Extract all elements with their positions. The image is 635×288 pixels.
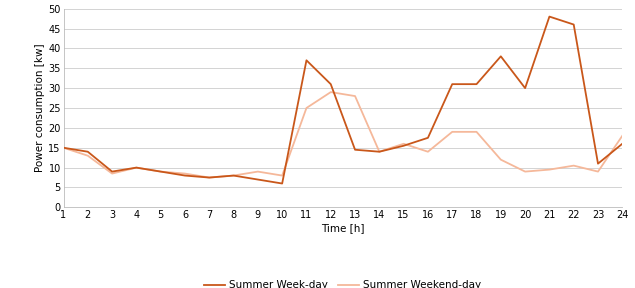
X-axis label: Time [h]: Time [h] (321, 223, 364, 233)
Y-axis label: Power consumption [kw]: Power consumption [kw] (36, 44, 46, 172)
Legend: Summer Week-day, Summer Weekend-day: Summer Week-day, Summer Weekend-day (200, 276, 486, 288)
